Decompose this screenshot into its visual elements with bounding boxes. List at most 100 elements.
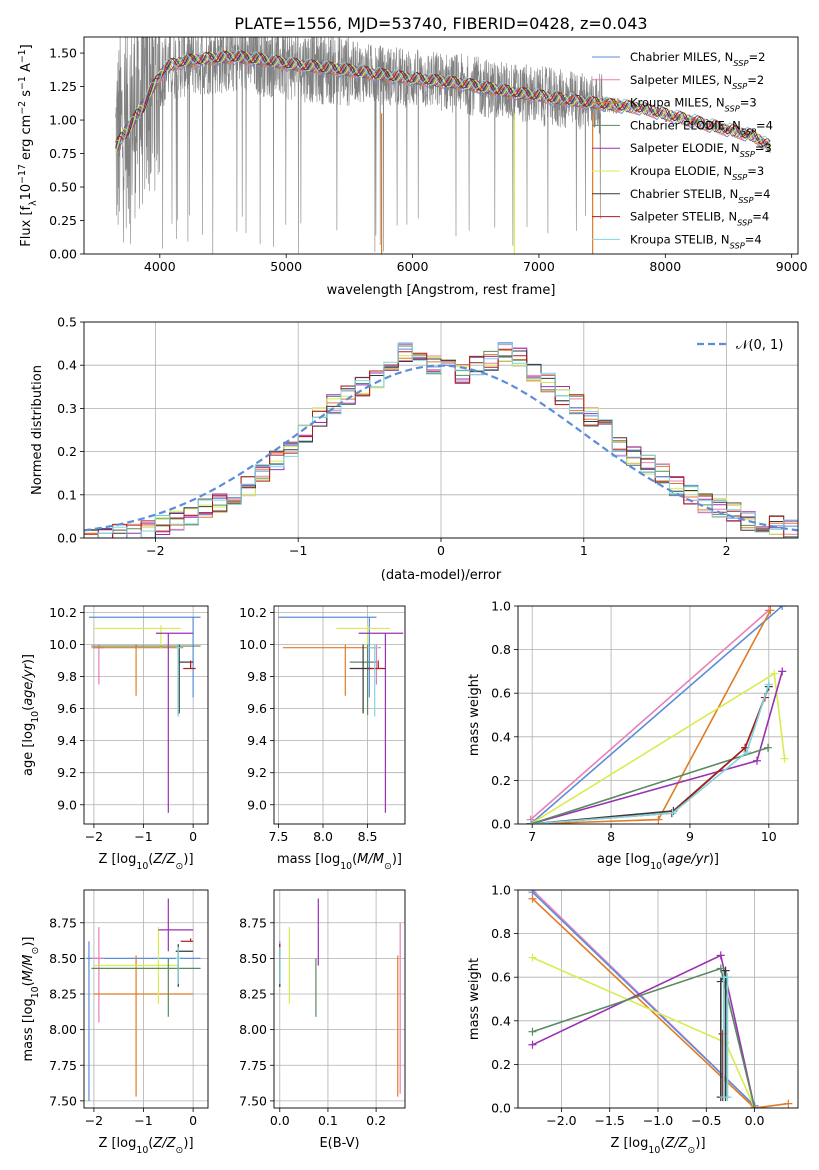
y-tick-label: 9.6 bbox=[247, 701, 267, 716]
x-tick-label: 8.0 bbox=[313, 829, 333, 844]
y-tick-label: 0.1 bbox=[57, 487, 77, 502]
axes-frame bbox=[83, 36, 799, 255]
x-tick-label: −2.0 bbox=[546, 1113, 576, 1128]
axes-weight_vs_Z: −2.0 −1.5 −1.0 −0.5 0.0 0.0 0.2 0.4 0.6 0.8 1.0 Z [… bbox=[467, 883, 799, 1156]
weight-marker-c7 bbox=[721, 966, 730, 975]
y-tick-label: 1.0 bbox=[491, 599, 511, 614]
plot-area bbox=[526, 606, 789, 824]
x-tick-label: 0 bbox=[437, 543, 445, 558]
histogram-c7 bbox=[84, 350, 798, 538]
y-tick-label: 9.4 bbox=[57, 733, 77, 748]
x-tick-label: 0 bbox=[189, 1113, 197, 1128]
x-tick-label: 0.0 bbox=[270, 1113, 290, 1128]
x-tick-label: 7 bbox=[528, 829, 536, 844]
x-tick-label: −1 bbox=[289, 543, 307, 558]
y-tick-label: 8.75 bbox=[49, 915, 77, 930]
y-axis-label: mass weight bbox=[467, 674, 482, 756]
axes-mass_vs_Z: −2 −1 0 7.50 7.75 8.00 8.25 8.50 8.75 Z [log10(Z/… bbox=[21, 889, 209, 1156]
x-tick-label: 8000 bbox=[649, 259, 681, 274]
y-tick-label: 1.25 bbox=[49, 79, 77, 94]
y-axis-label: mass [log10(M/M⊙)] bbox=[21, 937, 41, 1062]
weight-marker-c9 bbox=[723, 1093, 732, 1102]
plot-area bbox=[115, 37, 771, 254]
legend-label: Salpeter ELODIE, NSSP=3 bbox=[630, 141, 772, 159]
y-tick-label: 9.8 bbox=[247, 669, 267, 684]
weight-marker-c4 bbox=[750, 1104, 759, 1108]
gaussian-curve bbox=[84, 364, 798, 532]
y-tick-label: 8.50 bbox=[49, 951, 77, 966]
x-tick-label: 8 bbox=[607, 829, 615, 844]
y-tick-label: 1.50 bbox=[49, 46, 77, 61]
y-axis-label: age [log10(age/yr)] bbox=[21, 654, 41, 776]
x-axis-label: age [log10(age/yr)] bbox=[597, 852, 719, 872]
x-tick-label: −1.5 bbox=[595, 1113, 625, 1128]
axes-age_vs_mass: 7.5 8.0 8.5 9.0 9.2 9.4 9.6 9.8 10.0 10.2 mass [lo… bbox=[239, 605, 406, 872]
weight-line-c3 bbox=[531, 898, 789, 1108]
weight-marker-c3 bbox=[654, 815, 663, 824]
legend-label: Chabrier ELODIE, NSSP=4 bbox=[630, 118, 773, 136]
legend-label: Kroupa MILES, NSSP=3 bbox=[630, 96, 757, 114]
y-tick-label: 0.6 bbox=[491, 686, 511, 701]
y-tick-label: 8.75 bbox=[239, 915, 267, 930]
x-tick-label: 1 bbox=[580, 543, 588, 558]
weight-marker-c3 bbox=[528, 894, 537, 903]
x-tick-label: 10 bbox=[761, 829, 777, 844]
legend-label: Chabrier STELIB, NSSP=4 bbox=[630, 187, 770, 205]
plot-area bbox=[528, 890, 793, 1108]
x-tick-label: −1 bbox=[134, 829, 152, 844]
x-tick-label: 9 bbox=[686, 829, 694, 844]
y-tick-label: 10.2 bbox=[239, 605, 267, 620]
y-tick-label: 0.2 bbox=[491, 1057, 511, 1072]
model-spectrum-c9 bbox=[115, 49, 771, 146]
model-spectrum-c3 bbox=[115, 52, 771, 151]
x-tick-label: 7000 bbox=[523, 259, 555, 274]
weight-line-c7 bbox=[530, 686, 770, 824]
axes-frame bbox=[273, 889, 406, 1109]
y-tick-label: 9.8 bbox=[57, 669, 77, 684]
axes-frame bbox=[517, 605, 799, 825]
axes-frame bbox=[273, 605, 406, 825]
plot-area bbox=[86, 898, 201, 1101]
y-tick-label: 0.6 bbox=[491, 970, 511, 985]
axes-age_vs_Z: −2 −1 0 9.0 9.2 9.4 9.6 9.8 10.0 10.2 Z [log10(Z/Z… bbox=[21, 605, 209, 872]
x-tick-label: 5000 bbox=[270, 259, 302, 274]
spectrum-legend: Chabrier MILES, NSSP=2 Salpeter MILES, NS… bbox=[592, 50, 773, 250]
legend-label: Chabrier MILES, NSSP=2 bbox=[630, 50, 765, 68]
x-axis-label: Z [log10(Z/Z⊙)] bbox=[98, 1136, 193, 1156]
x-axis-label: Z [log10(Z/Z⊙)] bbox=[610, 1136, 705, 1156]
plot-area bbox=[278, 616, 404, 813]
weight-line-c9 bbox=[530, 684, 770, 824]
y-tick-label: 1.00 bbox=[49, 113, 77, 128]
y-tick-label: 8.25 bbox=[239, 987, 267, 1002]
axes-mass_vs_ebv: 0.0 0.1 0.2 7.50 7.75 8.00 8.25 8.50 8.75 E(B-V) bbox=[239, 889, 406, 1151]
weight-marker-c3 bbox=[766, 606, 775, 615]
axes-spectrum: 4000 5000 6000 7000 8000 9000 0.00 0.25 0.50 0.75… bbox=[17, 36, 808, 298]
y-tick-label: 8.50 bbox=[239, 951, 267, 966]
x-tick-label: −1 bbox=[134, 1113, 152, 1128]
y-tick-label: 9.2 bbox=[57, 765, 77, 780]
x-axis-label: E(B-V) bbox=[319, 1136, 359, 1151]
x-tick-label: −1.0 bbox=[643, 1113, 673, 1128]
y-tick-label: 0.4 bbox=[57, 358, 77, 373]
y-tick-label: 9.0 bbox=[247, 797, 267, 812]
y-axis-label: mass weight bbox=[467, 958, 482, 1040]
weight-marker-c5 bbox=[528, 1040, 537, 1049]
y-tick-label: 0.3 bbox=[57, 401, 77, 416]
weight-marker-c6 bbox=[528, 953, 537, 962]
y-tick-label: 9.6 bbox=[57, 701, 77, 716]
axes-frame bbox=[83, 889, 209, 1109]
x-axis-label: Z [log10(Z/Z⊙)] bbox=[98, 852, 193, 872]
x-tick-label: −2 bbox=[85, 1113, 103, 1128]
weight-marker-c9 bbox=[723, 973, 732, 982]
x-axis-label: mass [log10(M/M⊙)] bbox=[277, 852, 402, 872]
x-tick-label: 2 bbox=[723, 543, 731, 558]
y-tick-label: 1.0 bbox=[491, 883, 511, 898]
histogram-c9 bbox=[84, 342, 798, 538]
x-tick-label: 7.5 bbox=[269, 829, 289, 844]
axes-frame bbox=[83, 605, 209, 825]
y-tick-label: 7.75 bbox=[239, 1058, 267, 1073]
weight-marker-c4 bbox=[528, 1027, 537, 1036]
x-tick-label: 6000 bbox=[397, 259, 429, 274]
axes-weight_vs_age: 7 8 9 10 0.0 0.2 0.4 0.6 0.8 1.0 age [log10(age/yr… bbox=[467, 599, 799, 872]
y-axis-label: Normed distribution bbox=[30, 365, 45, 495]
